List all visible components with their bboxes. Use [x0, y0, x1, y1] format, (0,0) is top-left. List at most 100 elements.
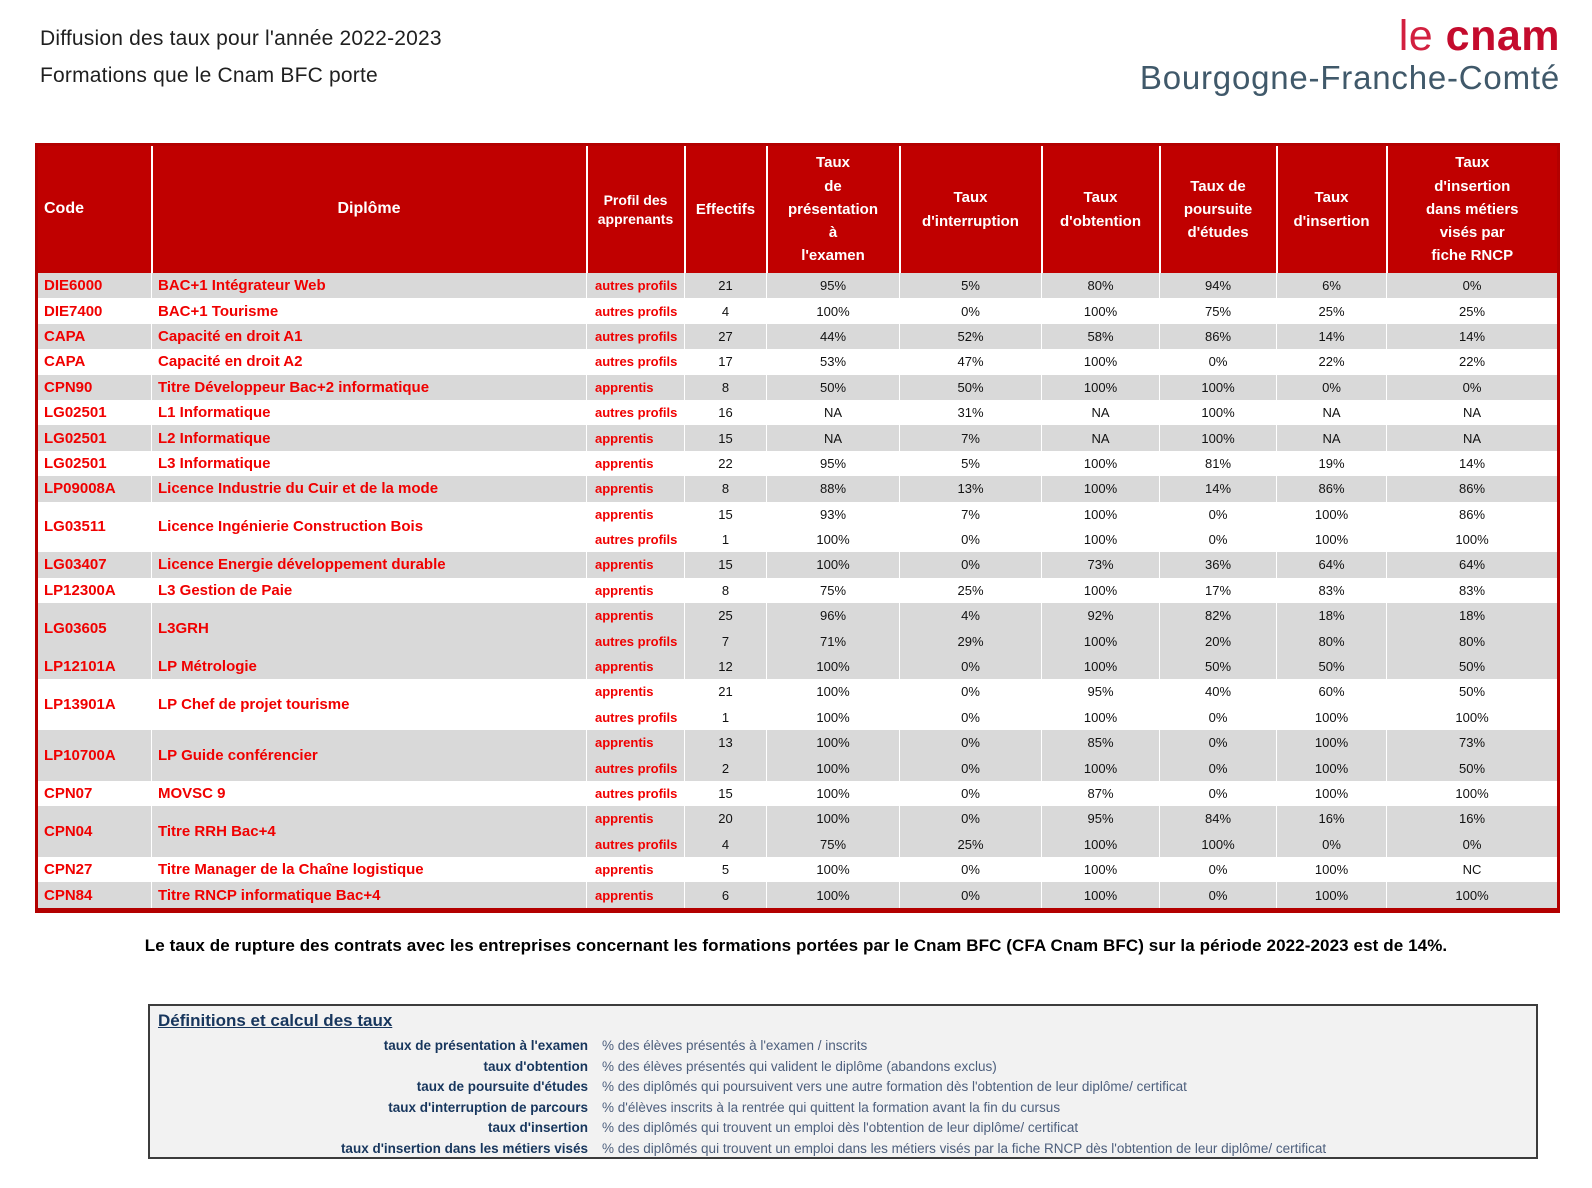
rate-cell: 82%	[1159, 603, 1277, 629]
profil-cell: autres profils	[586, 349, 685, 375]
header-taux-presentation: Taux de présentation à l'examen	[766, 144, 901, 273]
diplome-cell: Licence Industrie du Cuir et de la mode	[151, 476, 587, 502]
definition-label: taux d'insertion	[488, 1120, 588, 1135]
rate-cell: 100%	[766, 730, 900, 756]
rate-cell: 94%	[1159, 273, 1277, 299]
effectifs-cell: 6	[684, 882, 767, 911]
code-cell: CPN07	[36, 780, 152, 807]
logo-le: le	[1398, 12, 1446, 60]
rate-cell: 0%	[899, 806, 1042, 832]
table-row: CPN04 Titre RRH Bac+4 apprentis 20 100% 0% 95%…	[36, 806, 1559, 857]
rate-cell: 14%	[1276, 323, 1387, 350]
rate-cell: 22%	[1276, 349, 1387, 375]
effectifs-cell: 8	[684, 577, 767, 604]
rate-cell: 0%	[899, 679, 1042, 705]
rate-cell: 85%	[1041, 730, 1160, 756]
rate-cell: 95%	[766, 450, 900, 477]
rate-cell: 100%	[1041, 628, 1160, 654]
diplome-cell: Capacité en droit A2	[151, 349, 587, 375]
rate-cell: 100%	[1041, 298, 1160, 324]
diplome-cell: MOVSC 9	[151, 780, 587, 807]
rate-cell: 19%	[1276, 450, 1387, 477]
rate-cell: 0%	[899, 298, 1042, 324]
profil-cell: autres profils	[586, 780, 685, 807]
rate-cell: 0%	[1159, 349, 1277, 375]
rate-cell: 93%	[766, 501, 900, 527]
code-cell: LP13901A	[36, 679, 152, 731]
rate-cell: 0%	[899, 552, 1042, 578]
rate-cell: 100%	[766, 882, 900, 911]
profil-cell: apprentis	[586, 501, 685, 527]
diplome-cell: Titre RRH Bac+4	[151, 806, 587, 857]
rate-cell: 50%	[1386, 653, 1559, 680]
rate-cell: 50%	[1276, 653, 1387, 680]
code-cell: LP09008A	[36, 476, 152, 502]
rate-cell: 75%	[766, 577, 900, 604]
header-taux-poursuite: Taux de poursuite d'études	[1159, 144, 1278, 273]
rate-cell: 0%	[899, 755, 1042, 781]
profil-cell: apprentis	[586, 450, 685, 477]
code-cell: LP12101A	[36, 653, 152, 680]
rate-cell: 14%	[1159, 476, 1277, 502]
effectifs-cell: 25	[684, 603, 767, 629]
effectifs-cell: 27	[684, 323, 767, 350]
rate-cell: 5%	[899, 273, 1042, 299]
definition-row: taux de présentation à l'examen % des él…	[158, 1036, 1526, 1057]
effectifs-cell: 17	[684, 349, 767, 375]
rate-cell: 18%	[1386, 603, 1559, 629]
effectifs-cell: 1	[684, 704, 767, 731]
rate-cell: 100%	[1276, 856, 1387, 883]
rate-cell: 50%	[899, 374, 1042, 400]
rate-cell: 64%	[1386, 552, 1559, 578]
rate-cell: 100%	[1386, 780, 1559, 807]
rate-cell: 100%	[766, 780, 900, 807]
table-row: LG02501 L3 Informatique apprentis 22 95% 5% 10…	[36, 450, 1559, 477]
definition-label: taux de poursuite d'études	[416, 1079, 588, 1094]
rate-cell: 88%	[766, 476, 900, 502]
rate-cell: 50%	[1386, 755, 1559, 781]
rate-cell: 100%	[1041, 856, 1160, 883]
table-row: CAPA Capacité en droit A2 autres profils 17…	[36, 349, 1559, 375]
effectifs-cell: 20	[684, 806, 767, 832]
definition-row: taux d'insertion % des diplômés qui trou…	[158, 1118, 1526, 1139]
table-row: CPN90 Titre Développeur Bac+2 informatiqu…	[36, 374, 1559, 400]
table-row: autres profils 1 100% 0% 100% 0% 100% 100%	[37, 704, 1559, 731]
rate-cell: 0%	[899, 882, 1042, 911]
rate-cell: NA	[1386, 425, 1559, 451]
rate-cell: 100%	[1041, 476, 1160, 502]
rate-cell: 17%	[1159, 577, 1277, 604]
rate-cell: 75%	[1159, 298, 1277, 324]
table-body: DIE6000 BAC+1 Intégrateur Web autres profi…	[36, 273, 1559, 911]
rate-cell: 64%	[1276, 552, 1387, 578]
profil-cell: apprentis	[586, 552, 685, 578]
definition-row: taux d'interruption de parcours % d'élèv…	[158, 1098, 1526, 1119]
rate-cell: 86%	[1159, 323, 1277, 350]
rate-cell: 92%	[1041, 603, 1160, 629]
effectifs-cell: 5	[684, 856, 767, 883]
rate-cell: 95%	[1041, 806, 1160, 832]
effectifs-cell: 15	[684, 501, 767, 527]
effectifs-cell: 13	[684, 730, 767, 756]
profil-cell: autres profils	[586, 298, 685, 324]
profil-cell: autres profils	[586, 755, 685, 781]
diplome-cell: L3 Informatique	[151, 450, 587, 477]
rate-cell: 100%	[1159, 831, 1277, 857]
profil-cell: autres profils	[586, 526, 685, 553]
code-cell: LG03605	[36, 603, 152, 654]
diplome-cell: Licence Energie développement durable	[151, 552, 587, 578]
code-cell: CAPA	[36, 349, 152, 375]
rate-cell: 0%	[1159, 755, 1277, 781]
table-row: CPN27 Titre Manager de la Chaîne logistiq…	[36, 856, 1559, 883]
rate-cell: 31%	[899, 399, 1042, 426]
profil-cell: autres profils	[586, 323, 685, 350]
rate-cell: 100%	[1041, 577, 1160, 604]
diplome-cell: Licence Ingénierie Construction Bois	[151, 501, 587, 553]
code-cell: DIE6000	[36, 273, 152, 299]
rate-cell: 100%	[1041, 653, 1160, 680]
rate-cell: 83%	[1386, 577, 1559, 604]
rate-cell: 16%	[1276, 806, 1387, 832]
rate-cell: 100%	[1041, 450, 1160, 477]
effectifs-cell: 1	[684, 526, 767, 553]
effectifs-cell: 2	[684, 755, 767, 781]
profil-cell: apprentis	[586, 730, 685, 756]
